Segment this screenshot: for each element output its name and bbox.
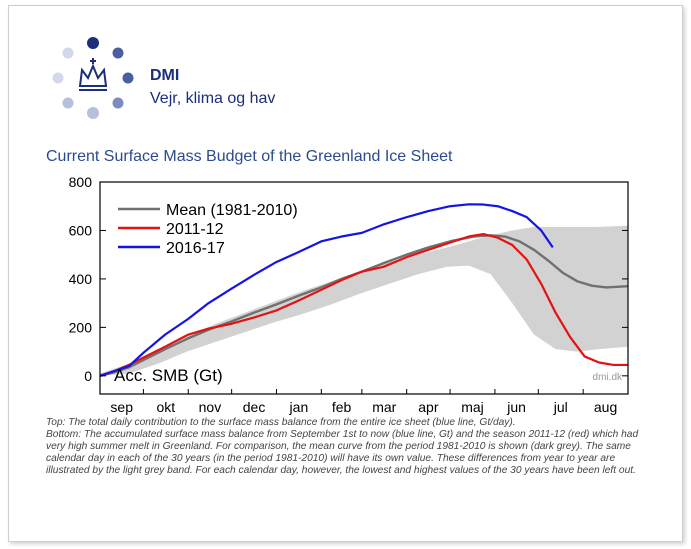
crown-icon [78,58,108,91]
brand-tagline: Vejr, klima og hav [150,90,276,107]
legend-label: Mean (1981-2010) [166,202,298,219]
dmi-logo [52,37,134,119]
x-tick-label: jul [553,399,568,415]
chart-title: Current Surface Mass Budget of the Green… [46,148,453,165]
x-tick-label: sep [110,399,133,415]
caption-bottom: Bottom: The accumulated surface mass bal… [46,429,639,476]
series-line-1 [99,234,629,377]
logo-dot [112,97,124,109]
logo-dot [62,97,74,109]
plot-frame [99,181,629,395]
y-tick-label: 200 [69,319,93,335]
x-tick-label: aug [594,399,617,415]
legend-label: 2011-12 [166,221,224,238]
y-tick-label: 0 [84,368,92,384]
x-tick-label: mar [372,399,396,415]
series-line-3 [99,203,554,377]
y-tick-label: 400 [69,271,93,287]
figure-caption: Top: The total daily contribution to the… [46,417,646,477]
brand-name: DMI [150,67,180,84]
caption-top: Top: The total daily contribution to the… [46,417,516,428]
x-tick-label: jun [506,399,526,415]
y-axis-label: Acc. SMB (Gt) [114,366,223,385]
logo-dot [87,107,99,119]
range-band [100,225,628,376]
credit-label: dmi.dk [593,372,623,383]
y-tick-label: 600 [69,222,93,238]
x-tick-label: jan [289,399,309,415]
logo-dot [112,47,124,59]
x-tick-label: apr [418,399,439,415]
x-tick-label: maj [461,399,484,415]
logo-dot [87,37,99,49]
logo-dot [122,72,134,84]
x-tick-label: dec [243,399,266,415]
logo-dot [52,72,64,84]
y-tick-label: 800 [69,174,93,190]
series-line-2 [99,232,628,377]
x-tick-label: nov [199,399,222,415]
logo-dot [62,47,74,59]
x-tick-label: okt [156,399,175,415]
legend-label: 2016-17 [166,240,225,257]
x-tick-label: feb [332,399,352,415]
